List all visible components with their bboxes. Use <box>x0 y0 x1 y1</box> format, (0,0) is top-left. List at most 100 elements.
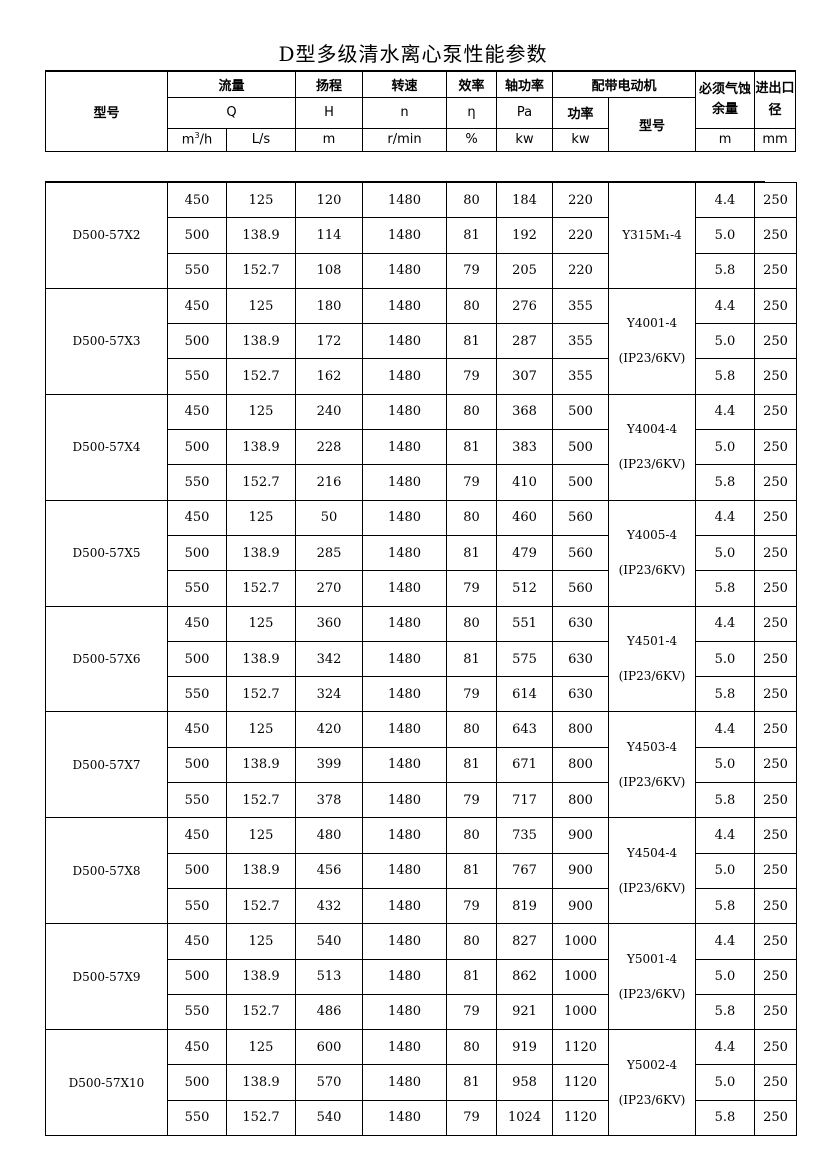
speed-cell: 1480 <box>362 358 447 395</box>
efficiency-cell: 80 <box>446 1029 497 1066</box>
header-motor-power-unit: kw <box>552 127 610 152</box>
header-shaft-symbol: Pa <box>496 96 554 129</box>
port-cell: 250 <box>754 1099 797 1137</box>
motor-model-cell: Y4503-4 (IP23/6KV) <box>608 711 696 819</box>
speed-cell: 1480 <box>362 534 447 572</box>
efficiency-cell: 79 <box>446 464 497 501</box>
header-flow: 流量 <box>166 70 297 98</box>
port-cell: 250 <box>754 287 797 325</box>
motor-model-cell: Y4001-4 (IP23/6KV) <box>608 287 696 395</box>
flow-m3h-cell: 450 <box>167 393 227 431</box>
port-cell: 250 <box>754 923 797 960</box>
header-eff-symbol: η <box>446 96 498 129</box>
efficiency-cell: 79 <box>446 570 497 607</box>
motor-protection: (IP23/6KV) <box>618 986 686 1001</box>
table-row: D500-57X6 450 125 360 1480 80 551 630 Y4501-4 (IP… <box>45 605 797 713</box>
motor-power-cell: 500 <box>552 393 609 431</box>
efficiency-cell: 79 <box>446 676 497 713</box>
flow-ls-cell: 125 <box>226 817 296 854</box>
model-cell: D500-57X3 <box>45 287 168 395</box>
separator-line <box>45 181 765 182</box>
motor-model-cell: Y5001-4 (IP23/6KV) <box>608 923 696 1031</box>
shaft-power-cell: 192 <box>496 217 553 254</box>
head-cell: 342 <box>295 640 363 678</box>
npsh-cell: 5.0 <box>695 217 755 254</box>
speed-cell: 1480 <box>362 746 447 784</box>
efficiency-cell: 80 <box>446 287 497 325</box>
head-cell: 216 <box>295 464 363 501</box>
motor-power-cell: 500 <box>552 429 609 466</box>
npsh-cell: 4.4 <box>695 923 755 960</box>
motor-power-cell: 560 <box>552 499 609 536</box>
head-cell: 486 <box>295 993 363 1031</box>
motor-power-cell: 1000 <box>552 923 609 960</box>
flow-m3h-cell: 550 <box>167 464 227 501</box>
speed-cell: 1480 <box>362 993 447 1031</box>
flow-ls-cell: 125 <box>226 923 296 960</box>
flow-m3h-cell: 550 <box>167 887 227 925</box>
table-row: D500-57X2 450 125 120 1480 80 184 220 Y315M₁-4 4.… <box>45 181 797 289</box>
motor-power-cell: 800 <box>552 782 609 819</box>
motor-model: Y4503-4 <box>626 739 678 754</box>
npsh-cell: 5.0 <box>695 323 755 360</box>
shaft-power-cell: 287 <box>496 323 553 360</box>
port-cell: 250 <box>754 217 797 254</box>
efficiency-cell: 79 <box>446 993 497 1031</box>
header-motor-power: 功率 <box>552 96 610 129</box>
efficiency-cell: 80 <box>446 181 497 219</box>
motor-power-cell: 220 <box>552 181 609 219</box>
port-cell: 250 <box>754 181 797 219</box>
motor-model-cell: Y4504-4 (IP23/6KV) <box>608 817 696 925</box>
efficiency-cell: 81 <box>446 429 497 466</box>
motor-protection: (IP23/6KV) <box>618 880 686 895</box>
flow-ls-cell: 152.7 <box>226 1099 296 1137</box>
port-cell: 250 <box>754 393 797 431</box>
flow-m3h-cell: 450 <box>167 605 227 642</box>
header-motor-model: 型号 <box>608 96 697 152</box>
npsh-cell: 5.0 <box>695 534 755 572</box>
model-cell: D500-57X6 <box>45 605 168 713</box>
motor-model-cell: Y5002-4 (IP23/6KV) <box>608 1029 696 1137</box>
npsh-cell: 5.8 <box>695 887 755 925</box>
head-cell: 432 <box>295 887 363 925</box>
table-header: 型号 流量 扬程 转速 效率 轴功率 配带电动机 必须气蚀余量 进出口径 Q H… <box>45 70 797 152</box>
motor-model-cell: Y4005-4 (IP23/6KV) <box>608 499 696 607</box>
speed-cell: 1480 <box>362 711 447 748</box>
flow-ls-cell: 138.9 <box>226 958 296 995</box>
efficiency-cell: 81 <box>446 534 497 572</box>
efficiency-cell: 81 <box>446 852 497 889</box>
header-speed-symbol: n <box>362 96 448 129</box>
flow-m3h-cell: 500 <box>167 852 227 889</box>
efficiency-cell: 80 <box>446 711 497 748</box>
shaft-power-cell: 717 <box>496 782 553 819</box>
flow-m3h-cell: 500 <box>167 217 227 254</box>
flow-ls-cell: 152.7 <box>226 993 296 1031</box>
flow-ls-cell: 152.7 <box>226 358 296 395</box>
head-cell: 399 <box>295 746 363 784</box>
head-cell: 513 <box>295 958 363 995</box>
header-shaft-unit: kw <box>496 127 554 152</box>
table-row: 550 152.7 270 1480 79 512 560 5.8 250 <box>46 570 797 607</box>
table-row: 550 152.7 324 1480 79 614 630 5.8 250 <box>46 676 797 713</box>
flow-ls-cell: 125 <box>226 181 296 219</box>
table-row: 500 138.9 172 1480 81 287 355 5.0 250 <box>46 323 797 360</box>
npsh-cell: 5.0 <box>695 640 755 678</box>
speed-cell: 1480 <box>362 1099 447 1137</box>
motor-model: Y4001-4 <box>626 316 678 331</box>
port-cell: 250 <box>754 958 797 995</box>
flow-m3h-cell: 550 <box>167 993 227 1031</box>
npsh-cell: 5.0 <box>695 429 755 466</box>
flow-ls-cell: 138.9 <box>226 534 296 572</box>
table-row: D500-57X8 450 125 480 1480 80 735 900 Y4504-4 (IP… <box>45 817 797 925</box>
flow-m3h-cell: 450 <box>167 1029 227 1066</box>
table-row: D500-57X10 450 125 600 1480 80 919 1120 Y5002-4(… <box>45 1029 797 1137</box>
head-cell: 240 <box>295 393 363 431</box>
port-cell: 250 <box>754 852 797 889</box>
flow-m3h-cell: 500 <box>167 534 227 572</box>
speed-cell: 1480 <box>362 958 447 995</box>
head-cell: 480 <box>295 817 363 854</box>
header-shaft-power: 轴功率 <box>496 70 554 98</box>
speed-cell: 1480 <box>362 499 447 536</box>
flow-m3h-cell: 500 <box>167 958 227 995</box>
head-cell: 378 <box>295 782 363 819</box>
